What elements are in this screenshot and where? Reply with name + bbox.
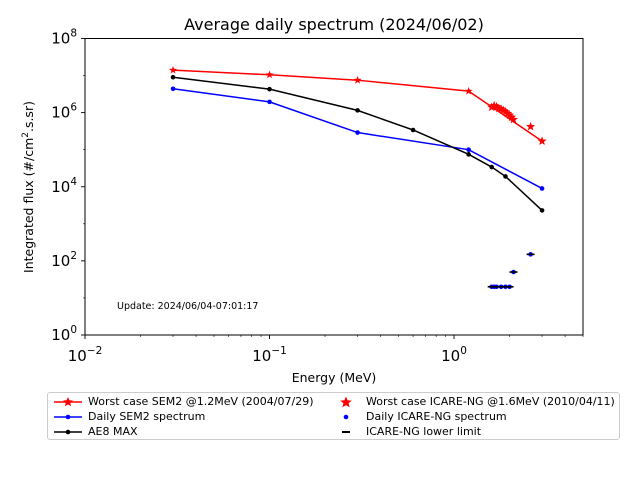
legend-item-worst-sem2: Worst case SEM2 @1.2MeV (2004/07/29) [52, 395, 322, 409]
series-3 [487, 100, 547, 146]
series-1 [170, 86, 545, 191]
series-4 [489, 252, 533, 290]
legend-label: Daily SEM2 spectrum [88, 410, 206, 423]
data-point-dot [170, 86, 176, 92]
y-tick-label: 100 [51, 324, 77, 344]
data-point-star [487, 102, 497, 112]
legend-item-worst-icare: Worst case ICARE-NG @1.6MeV (2010/04/11) [330, 395, 615, 409]
legend-dash-marker [342, 431, 350, 433]
legend-label: AE8 MAX [88, 425, 138, 438]
legend-label: ICARE-NG lower limit [366, 425, 482, 438]
data-point-dot [355, 130, 360, 135]
legend-item-daily-icare: Daily ICARE-NG spectrum [330, 410, 615, 424]
data-point-dot [503, 174, 508, 179]
y-tick-label: 102 [51, 250, 77, 270]
data-point-star [506, 112, 517, 122]
series-line [172, 76, 543, 211]
legend-line-dot-marker [54, 414, 82, 420]
legend-line-star-marker [54, 397, 82, 407]
data-point-dot [355, 108, 360, 113]
data-point-dot [539, 186, 545, 191]
legend: Worst case SEM2 @1.2MeV (2004/07/29) Dai… [47, 392, 620, 440]
data-point-star [353, 75, 362, 84]
data-point-dot [410, 127, 416, 133]
legend-line-dot-marker [54, 429, 82, 435]
x-tick-label: 10−1 [252, 345, 287, 365]
axis-ticks: 10−2 10−1 100 100 102 104 106 108 [51, 28, 584, 365]
data-point-star [169, 65, 178, 74]
data-point-dot [489, 164, 494, 170]
legend-item-ae8-max: AE8 MAX [52, 425, 322, 439]
data-point-dot [539, 208, 545, 213]
series-5 [487, 253, 535, 288]
data-series [169, 65, 547, 290]
x-tick-label: 100 [441, 345, 467, 365]
y-tick-label: 108 [51, 28, 77, 48]
x-axis-label: Energy (MeV) [292, 370, 377, 385]
data-point-star [502, 108, 513, 118]
legend-label: Worst case ICARE-NG @1.6MeV (2010/04/11) [366, 395, 615, 408]
y-axis-label: Integrated flux (#/cm2.s.sr) [21, 101, 36, 273]
data-point-star [500, 107, 511, 116]
plot-frame [84, 38, 584, 336]
legend-item-daily-sem2: Daily SEM2 spectrum [52, 410, 322, 424]
data-point-dot [466, 152, 471, 157]
data-point-dot [267, 99, 272, 105]
data-point-dot [267, 86, 272, 92]
data-point-star [265, 70, 274, 79]
legend-item-icare-lower-limit: ICARE-NG lower limit [330, 425, 615, 439]
data-point-star [526, 121, 536, 131]
data-point-star [505, 110, 515, 120]
legend-star-marker [340, 396, 352, 408]
legend-label: Daily ICARE-NG spectrum [366, 410, 507, 423]
data-point-star [537, 136, 547, 146]
legend-label: Worst case SEM2 @1.2MeV (2004/07/29) [88, 395, 314, 408]
data-point-dot [170, 74, 176, 80]
y-tick-label: 104 [51, 176, 77, 196]
legend-dot-marker [343, 414, 349, 420]
data-point-star [498, 105, 508, 115]
series-2 [170, 74, 545, 213]
data-point-star [496, 104, 506, 113]
data-point-star [491, 101, 502, 111]
data-point-dot [466, 147, 471, 152]
x-tick-label: 10−2 [68, 345, 103, 365]
update-annotation: Update: 2024/06/04-07:01:17 [117, 301, 258, 312]
data-point-star [464, 86, 473, 95]
y-tick-label: 106 [51, 102, 77, 122]
data-point-star [508, 114, 519, 124]
chart-title: Average daily spectrum (2024/06/02) [184, 15, 484, 34]
